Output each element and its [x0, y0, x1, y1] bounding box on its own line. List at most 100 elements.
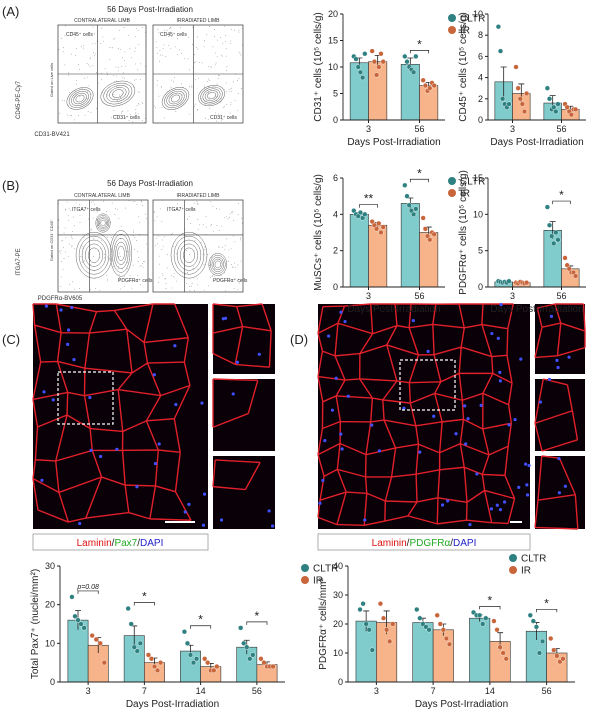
data-point — [530, 618, 536, 624]
flow-dot — [212, 275, 214, 276]
significance: * — [142, 590, 147, 604]
flow-contour — [78, 235, 110, 275]
data-point — [89, 632, 95, 639]
flow-dot — [200, 242, 202, 244]
flow-dot — [225, 290, 227, 292]
flow-dot — [131, 57, 133, 58]
flow-dot — [203, 199, 205, 201]
flow-contour — [117, 245, 125, 261]
flow-dot — [209, 264, 211, 266]
flow-dot — [118, 274, 120, 276]
nucleus — [327, 334, 331, 338]
flow-contour — [204, 90, 219, 101]
flow-dot — [230, 102, 232, 103]
data-point — [497, 644, 503, 650]
flow-dot — [219, 279, 221, 280]
flow-dot — [114, 37, 116, 39]
nucleus — [78, 521, 82, 526]
flow-dot — [152, 247, 154, 249]
gate-label: PDGFRα⁺ cells — [118, 278, 153, 284]
flow-dot — [113, 38, 115, 40]
data-point — [546, 222, 553, 228]
y-tick-label: 15 — [328, 36, 338, 46]
flow-dot — [228, 89, 230, 90]
flow-contour — [106, 85, 130, 103]
data-point — [131, 644, 137, 650]
flow-dot — [224, 249, 226, 250]
flow-dot — [232, 266, 234, 268]
data-point — [553, 108, 559, 115]
flow-dot — [155, 238, 157, 240]
y-axis-label: CD31⁺ cells (10⁵ cells/g) — [313, 12, 324, 121]
data-point — [427, 85, 433, 91]
flow-dot — [109, 47, 111, 49]
flow-dot — [137, 274, 139, 276]
flow-dot — [72, 32, 74, 34]
flow-dot — [231, 211, 233, 213]
legend-marker — [509, 554, 517, 562]
flow-dot — [106, 211, 107, 212]
nucleus — [519, 357, 523, 361]
flow-dot — [139, 234, 140, 235]
data-point — [554, 653, 560, 659]
flow-dot — [114, 207, 116, 209]
flow-dot — [217, 39, 219, 41]
y-tick-label: 6 — [333, 173, 338, 183]
flow-dot — [124, 65, 126, 67]
flow-dot — [140, 265, 142, 267]
caption-part: / — [137, 538, 140, 549]
significance: p=0.08 — [76, 584, 99, 591]
flow-dot — [121, 110, 123, 112]
data-point — [524, 280, 530, 286]
nucleus — [219, 518, 224, 522]
flow-dot — [83, 260, 85, 262]
y-tick-label: 4 — [333, 209, 338, 219]
flow-dot — [153, 105, 155, 107]
flow-dot — [220, 101, 222, 103]
flow-dot — [122, 262, 124, 264]
flow-dot — [232, 266, 233, 268]
flow-dot — [141, 27, 143, 28]
flow-dot — [228, 249, 229, 251]
nucleus — [157, 442, 161, 446]
flow-dot — [71, 236, 72, 238]
nucleus — [51, 398, 55, 402]
nucleus — [479, 403, 483, 407]
x-tick-label: 14 — [196, 686, 206, 696]
flow-dot — [102, 36, 104, 38]
flow-contour — [68, 89, 92, 108]
flow-dot — [163, 44, 165, 46]
flow-dot — [137, 69, 139, 71]
flow-dot — [240, 54, 242, 56]
flow-dot — [197, 284, 199, 286]
flow-dot — [173, 246, 175, 247]
flow-dot — [129, 275, 131, 276]
flow-dot — [67, 215, 69, 217]
flow-dot — [60, 286, 62, 287]
data-point — [250, 652, 256, 658]
flow-dot — [120, 225, 122, 227]
flow-dot — [210, 277, 211, 279]
flow-contour — [95, 213, 111, 233]
flow-dot — [134, 79, 136, 81]
flow-y-label: CD45-PE-Cy7 — [16, 80, 22, 119]
data-point — [446, 641, 453, 647]
flow-dot — [197, 268, 199, 270]
flow-dot — [57, 246, 59, 248]
flow-dot — [140, 63, 142, 65]
y-tick-label: 20 — [328, 9, 338, 19]
flow-dot — [208, 86, 210, 88]
y-tick-label: 30 — [333, 590, 343, 600]
data-point — [211, 667, 217, 674]
flow-dot — [191, 283, 193, 285]
nucleus — [468, 522, 472, 527]
flow-dot — [197, 36, 198, 38]
flow-dot — [79, 214, 81, 216]
flow-dot — [138, 103, 139, 104]
flow-dot — [194, 106, 196, 107]
flow-dot — [79, 287, 80, 289]
flow-dot — [186, 283, 187, 284]
flow-dot — [101, 27, 103, 29]
flow-dot — [89, 32, 90, 34]
flow-dot — [137, 261, 139, 262]
